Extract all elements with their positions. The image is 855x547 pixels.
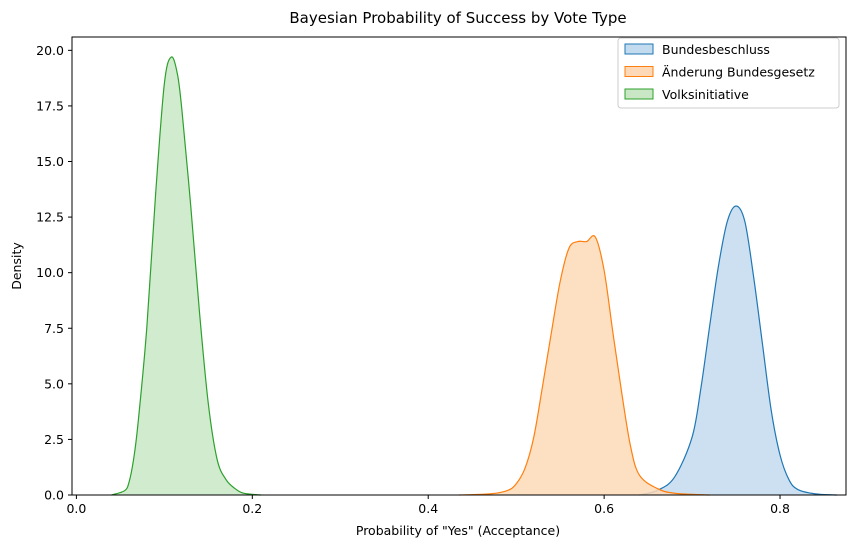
legend-label: Volksinitiative bbox=[662, 87, 749, 102]
y-tick-label: 12.5 bbox=[36, 210, 64, 225]
y-tick-label: 7.5 bbox=[44, 321, 64, 336]
x-tick-label: 0.2 bbox=[242, 501, 262, 516]
legend-swatch bbox=[624, 43, 654, 55]
series-line-1 bbox=[458, 235, 710, 496]
y-tick-label: 2.5 bbox=[44, 432, 64, 447]
y-tick-label: 17.5 bbox=[36, 98, 64, 113]
y-axis: 0.0 2.5 5.0 7.5 10.0 12.5 15.0 17.5 20.0 bbox=[36, 43, 72, 503]
legend-label: Änderung Bundesgesetz bbox=[662, 65, 815, 80]
series-line-2 bbox=[111, 56, 262, 496]
x-tick-label: 0.4 bbox=[418, 501, 438, 516]
legend-frame bbox=[617, 37, 840, 109]
series-line-0 bbox=[639, 205, 838, 496]
x-axis: 0.0 0.2 0.4 0.6 0.8 bbox=[66, 495, 790, 516]
legend-swatch bbox=[624, 66, 654, 77]
y-tick-label: 20.0 bbox=[36, 43, 64, 58]
y-axis-label: Density bbox=[9, 242, 24, 290]
x-axis-label: Probability of "Yes" (Acceptance) bbox=[356, 523, 560, 538]
y-tick-label: 0.0 bbox=[44, 488, 64, 503]
y-tick-label: 15.0 bbox=[36, 154, 64, 169]
x-tick-label: 0.8 bbox=[770, 501, 790, 516]
legend-swatch bbox=[624, 88, 654, 100]
legend: Bundesbeschluss Änderung Bundesgesetz Volk… bbox=[617, 37, 840, 109]
series-area-0 bbox=[639, 205, 838, 495]
y-tick-label: 5.0 bbox=[44, 376, 64, 391]
chart-title: Bayesian Probability of Success by Vote … bbox=[289, 9, 626, 27]
x-tick-label: 0.6 bbox=[594, 501, 614, 516]
series-area-1 bbox=[459, 235, 710, 495]
series-layer bbox=[111, 56, 838, 496]
legend-label: Bundesbeschluss bbox=[662, 42, 770, 57]
y-tick-label: 10.0 bbox=[36, 265, 64, 280]
x-tick-label: 0.0 bbox=[66, 501, 86, 516]
plot-frame bbox=[71, 36, 847, 496]
series-area-2 bbox=[111, 56, 262, 495]
